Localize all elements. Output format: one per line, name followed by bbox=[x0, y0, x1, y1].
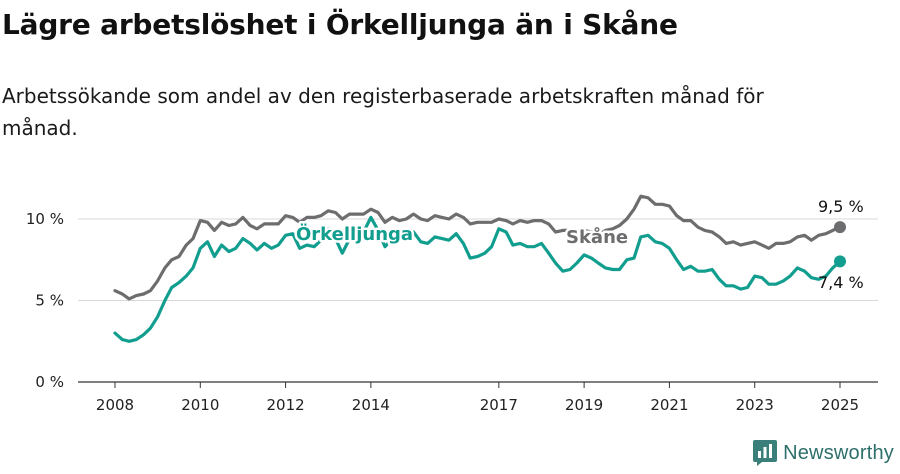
x-axis-ticks: 2008 2010 2012 2014 2017 2019 2021 2023 2025 bbox=[96, 382, 859, 414]
end-markers bbox=[834, 221, 846, 268]
y-axis-ticks: 0 % 5 % 10 % bbox=[26, 210, 64, 391]
newsworthy-logo-icon bbox=[753, 440, 778, 466]
series-lines bbox=[113, 194, 842, 343]
end-marker-skane bbox=[834, 221, 846, 234]
page-title: Lägre arbetslöshet i Örkelljunga än i Sk… bbox=[2, 8, 678, 41]
x-tick-label: 2019 bbox=[565, 396, 603, 414]
x-tick-label: 2008 bbox=[96, 396, 134, 414]
end-label-orkelljunga: 7,4 % bbox=[818, 273, 864, 292]
x-tick-label: 2017 bbox=[480, 396, 518, 414]
brand-logo: Newsworthy bbox=[753, 440, 894, 466]
y-tick-label: 5 % bbox=[35, 292, 64, 310]
end-label-skane: 9,5 % bbox=[818, 197, 864, 216]
gridlines bbox=[78, 218, 878, 301]
series-line-orkelljunga bbox=[113, 215, 842, 343]
y-tick-label: 0 % bbox=[35, 373, 64, 391]
series-line-skane bbox=[113, 194, 842, 301]
y-tick-label: 10 % bbox=[26, 210, 64, 228]
x-tick-label: 2012 bbox=[266, 396, 304, 414]
page-subtitle: Arbetssökande som andel av den registerb… bbox=[2, 84, 764, 140]
x-tick-label: 2021 bbox=[650, 396, 688, 414]
series-label-skane: Skåne bbox=[566, 226, 628, 248]
brand-name: Newsworthy bbox=[783, 441, 894, 464]
x-tick-label: 2025 bbox=[821, 396, 859, 414]
end-marker-orkelljunga bbox=[834, 255, 846, 268]
series-label-orkelljunga: Örkelljunga bbox=[296, 223, 413, 245]
x-tick-label: 2023 bbox=[736, 396, 774, 414]
x-tick-label: 2010 bbox=[181, 396, 219, 414]
series-labels: Örkelljunga Skåne 9,5 % 7,4 % bbox=[294, 197, 864, 292]
x-tick-label: 2014 bbox=[352, 396, 390, 414]
